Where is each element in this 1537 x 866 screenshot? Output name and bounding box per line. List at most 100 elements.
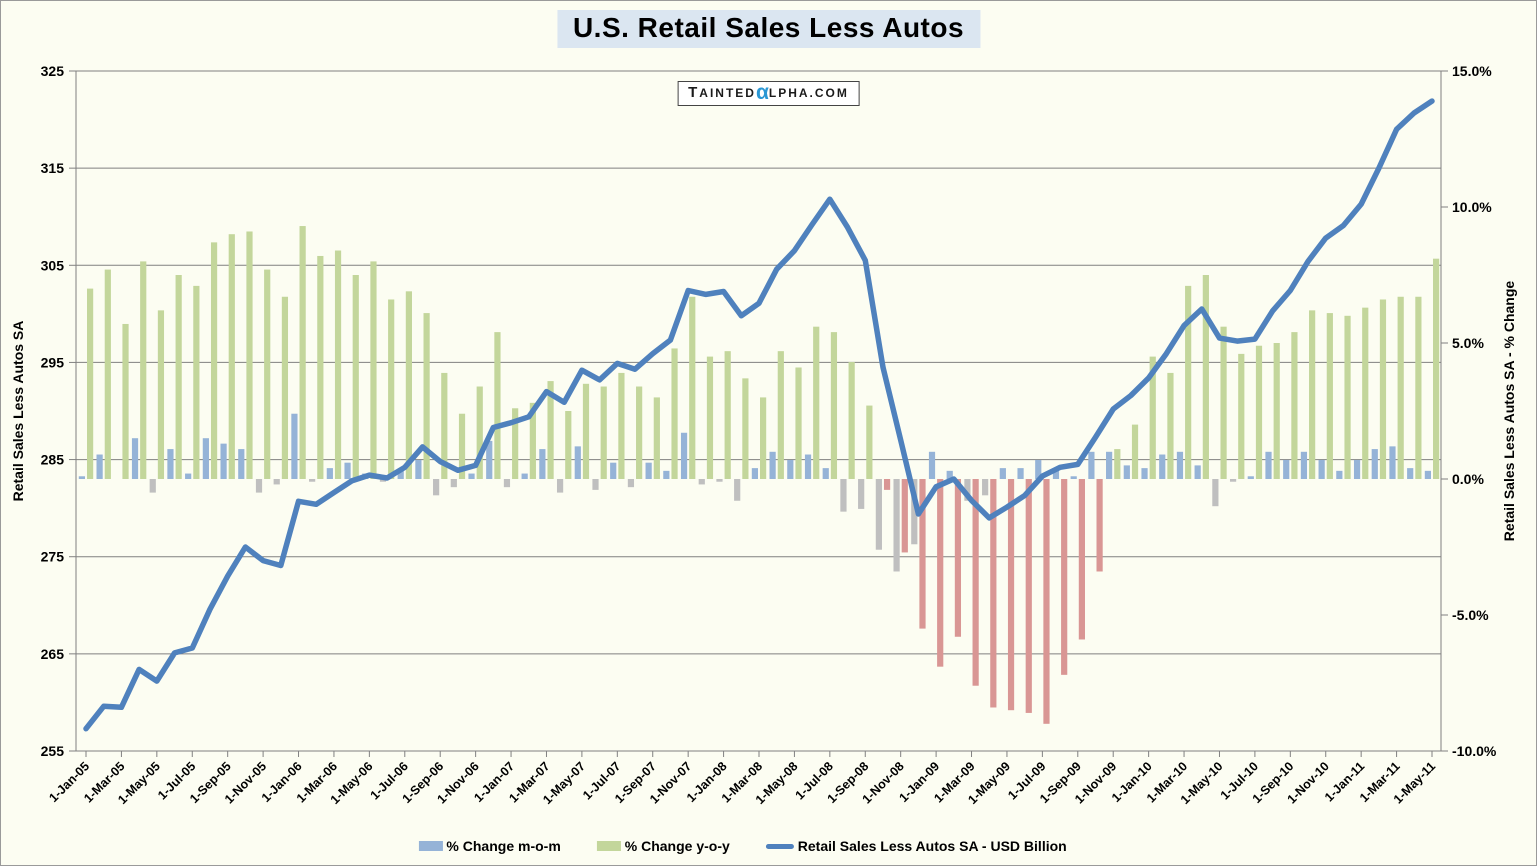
mom-bars [78, 413, 1431, 572]
yoy-bars-bar [405, 291, 412, 479]
yoy-bars-bar [334, 250, 342, 479]
yoy-bars-bar [600, 386, 607, 479]
watermark-text: T [688, 84, 700, 101]
yoy-bars-bar [1291, 332, 1298, 479]
alpha-icon: α [755, 81, 769, 104]
sales-line [83, 98, 1435, 732]
mom-bars-bar [1035, 459, 1042, 479]
yoy-bars-bar [1326, 313, 1333, 479]
mom-bars-bar [521, 473, 528, 479]
mom-bars-bar [1424, 470, 1431, 479]
mom-bars-bar [1283, 459, 1290, 479]
page-title: U.S. Retail Sales Less Autos [556, 10, 981, 48]
yoy-bars-bar [264, 269, 271, 479]
mom-bars-bar [787, 459, 794, 479]
yoy-bars-bar [1185, 285, 1192, 479]
gridlines [76, 70, 1441, 752]
sales-line-path [83, 98, 1435, 732]
yoy-bars-bar [1149, 356, 1156, 479]
mom-bars-bar [964, 479, 971, 501]
mom-bars-bar [1247, 476, 1254, 479]
yoy-bars [87, 226, 1440, 724]
yoy-bars-bar [883, 479, 891, 490]
yoy-bars-bar [1309, 310, 1316, 479]
legend-label-yoy: % Change y-o-y [624, 838, 730, 854]
mom-bars-bar [822, 468, 829, 479]
yoy-bars-bar [1078, 479, 1085, 640]
left-axis-labels: 255 265 275 285 295 305 315 325 [41, 63, 65, 759]
legend: % Change m-o-m % Change y-o-y Retail Sal… [418, 838, 1067, 854]
mom-bars-bar [415, 459, 422, 479]
yoy-bars-bar [210, 242, 218, 479]
mom-bars-bar [1194, 465, 1201, 479]
yoy-bars-bar [1415, 296, 1422, 479]
yoy-bars-bar [1025, 479, 1032, 713]
yoy-bars-bar [476, 386, 483, 479]
yoy-bars-bar [636, 386, 643, 479]
mom-bars-bar [840, 479, 847, 512]
mom-bars-bar [610, 462, 617, 479]
yoy-bars-bar [1131, 424, 1139, 479]
mom-bars-bar [1017, 468, 1024, 479]
right-axis-tick-label: -5.0% [1452, 607, 1489, 623]
yoy-bars-bar [175, 275, 182, 479]
mom-bars-bar [539, 449, 546, 479]
mom-bars-bar [291, 413, 298, 479]
mom-bars-bar [486, 440, 493, 479]
watermark: TAINTEDαLPHA.COM [677, 81, 860, 106]
mom-bars-bar [185, 473, 192, 479]
right-axis-tick-label: 15.0% [1452, 63, 1492, 79]
right-axis-tick-label: 10.0% [1452, 199, 1492, 215]
yoy-bars-bar [317, 255, 324, 479]
mom-bars-bar [1123, 465, 1130, 479]
left-axis-tick-label: 295 [41, 354, 65, 370]
mom-bars-bar [344, 462, 351, 479]
mom-bars-bar [309, 479, 316, 482]
yoy-bars-bar [1362, 307, 1369, 479]
right-axis-title: Retail Sales Less Autos SA - % Change [1501, 281, 1517, 542]
mom-bars-bar [1141, 468, 1148, 479]
yoy-bar-swatch-icon [596, 841, 621, 851]
right-axis-tick-label: 0.0% [1452, 471, 1484, 487]
yoy-bars-bar [1167, 372, 1174, 479]
legend-label-sales-line: Retail Sales Less Autos SA - USD Billion [797, 838, 1067, 854]
yoy-bars-bar [1238, 353, 1245, 479]
mom-bars-bar [1176, 451, 1184, 479]
mom-bars-bar [574, 446, 581, 479]
mom-bars-bar [202, 438, 209, 479]
yoy-bars-bar [848, 362, 855, 479]
yoy-bars-bar [1255, 345, 1263, 479]
left-axis-tick-label: 325 [41, 63, 65, 79]
yoy-bars-bar [352, 275, 359, 479]
right-axis-tick-label: 5.0% [1452, 335, 1484, 351]
left-axis-tick-label: 275 [41, 549, 65, 565]
yoy-bars-bar [494, 332, 501, 479]
mom-bars-bar [1407, 468, 1414, 479]
mom-bars-bar [468, 473, 475, 479]
yoy-bars-bar [671, 348, 678, 479]
mom-bars-bar [273, 479, 280, 485]
yoy-bars-bar [1397, 296, 1404, 479]
mom-bars-bar [946, 470, 953, 479]
mom-bars-bar [1229, 479, 1237, 482]
mom-bars-bar [397, 470, 404, 479]
mom-bars-bar [1389, 446, 1396, 479]
yoy-bars-bar [813, 326, 820, 479]
mom-bars-bar [255, 479, 263, 493]
yoy-bars-bar [777, 351, 784, 479]
yoy-bars-bar [122, 323, 129, 479]
yoy-bars-bar [795, 367, 802, 479]
yoy-bars-bar [246, 231, 253, 479]
mom-bars-bar [751, 468, 758, 479]
yoy-bars-bar [1273, 343, 1280, 479]
yoy-bars-bar [1433, 258, 1440, 479]
mom-bars-bar [149, 479, 156, 493]
mom-bars-bar [680, 432, 688, 479]
yoy-bars-bar [760, 397, 767, 479]
yoy-bars-bar [1344, 315, 1351, 479]
yoy-bars-bar [582, 383, 590, 479]
mom-bars-bar [1336, 470, 1343, 479]
mom-bars-bar [379, 479, 387, 482]
mom-bars-bar [503, 479, 511, 488]
